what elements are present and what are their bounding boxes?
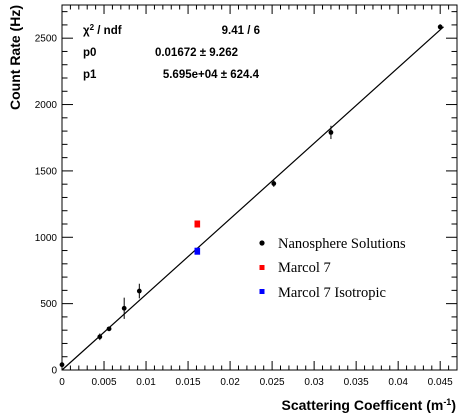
x-tick-label: 0.03 bbox=[304, 377, 324, 388]
x-tick-label: 0.015 bbox=[176, 377, 201, 388]
y-tick-label: 1000 bbox=[35, 233, 58, 244]
data-point bbox=[121, 305, 127, 311]
y-tick-label: 0 bbox=[51, 366, 57, 377]
stat-label-chi2: χ2 / ndf bbox=[83, 23, 122, 38]
legend-marker-nanosphere bbox=[259, 240, 265, 246]
y-axis-title: Count Rate (Hz) bbox=[7, 5, 23, 110]
data-point bbox=[97, 334, 103, 340]
data-point bbox=[59, 362, 65, 368]
x-tick-label: 0.025 bbox=[260, 377, 285, 388]
y-tick-label: 2500 bbox=[35, 34, 58, 45]
legend-label-marcol7-isotropic: Marcol 7 Isotropic bbox=[278, 285, 386, 301]
stat-value-chi2: 9.41 / 6 bbox=[222, 25, 260, 37]
x-tick-label: 0.01 bbox=[136, 377, 156, 388]
x-tick-label: 0.035 bbox=[344, 377, 369, 388]
data-points bbox=[59, 24, 443, 368]
y-tick-label: 1500 bbox=[35, 166, 58, 177]
data-point bbox=[136, 288, 142, 294]
legend-label-marcol7: Marcol 7 bbox=[278, 260, 331, 276]
x-tick-label: 0.04 bbox=[388, 377, 408, 388]
legend: Nanosphere Solutions Marcol 7 Marcol 7 I… bbox=[259, 236, 406, 301]
data-point bbox=[106, 326, 112, 332]
x-tick-label: 0.045 bbox=[428, 377, 453, 388]
stat-value-p1: 5.695e+04 ± 624.4 bbox=[163, 69, 260, 81]
plot-frame bbox=[61, 4, 458, 371]
stat-label-p0: p0 bbox=[83, 47, 96, 59]
x-tick-label: 0 bbox=[59, 377, 65, 388]
stat-value-p0: 0.01672 ± 9.262 bbox=[155, 47, 238, 59]
legend-marker-marcol7-isotropic bbox=[259, 289, 265, 294]
y-tick-label: 500 bbox=[40, 299, 57, 310]
stats-box: χ2 / ndf 9.41 / 6 p0 0.01672 ± 9.262 p1 … bbox=[83, 23, 260, 82]
legend-marker-marcol7 bbox=[259, 265, 265, 270]
y-tick-label: 2000 bbox=[35, 100, 58, 111]
stat-label-p1: p1 bbox=[83, 69, 97, 81]
x-axis-title: Scattering Coefficent (m-1) bbox=[282, 397, 457, 413]
fit-line-group bbox=[61, 26, 444, 371]
axis-tick-labels: 0 0.005 0.01 0.015 0.02 0.025 0.03 0.035 0.04 0.0… bbox=[35, 34, 453, 388]
axis-ticks bbox=[61, 5, 457, 371]
x-tick-label: 0.02 bbox=[220, 377, 240, 388]
x-tick-label: 0.005 bbox=[92, 377, 117, 388]
data-point bbox=[437, 24, 443, 30]
data-point-square bbox=[194, 220, 201, 228]
data-point bbox=[328, 130, 334, 135]
data-point-square bbox=[194, 247, 201, 255]
fit-line bbox=[61, 26, 444, 371]
legend-label-nanosphere: Nanosphere Solutions bbox=[278, 236, 406, 252]
data-point bbox=[271, 181, 277, 186]
